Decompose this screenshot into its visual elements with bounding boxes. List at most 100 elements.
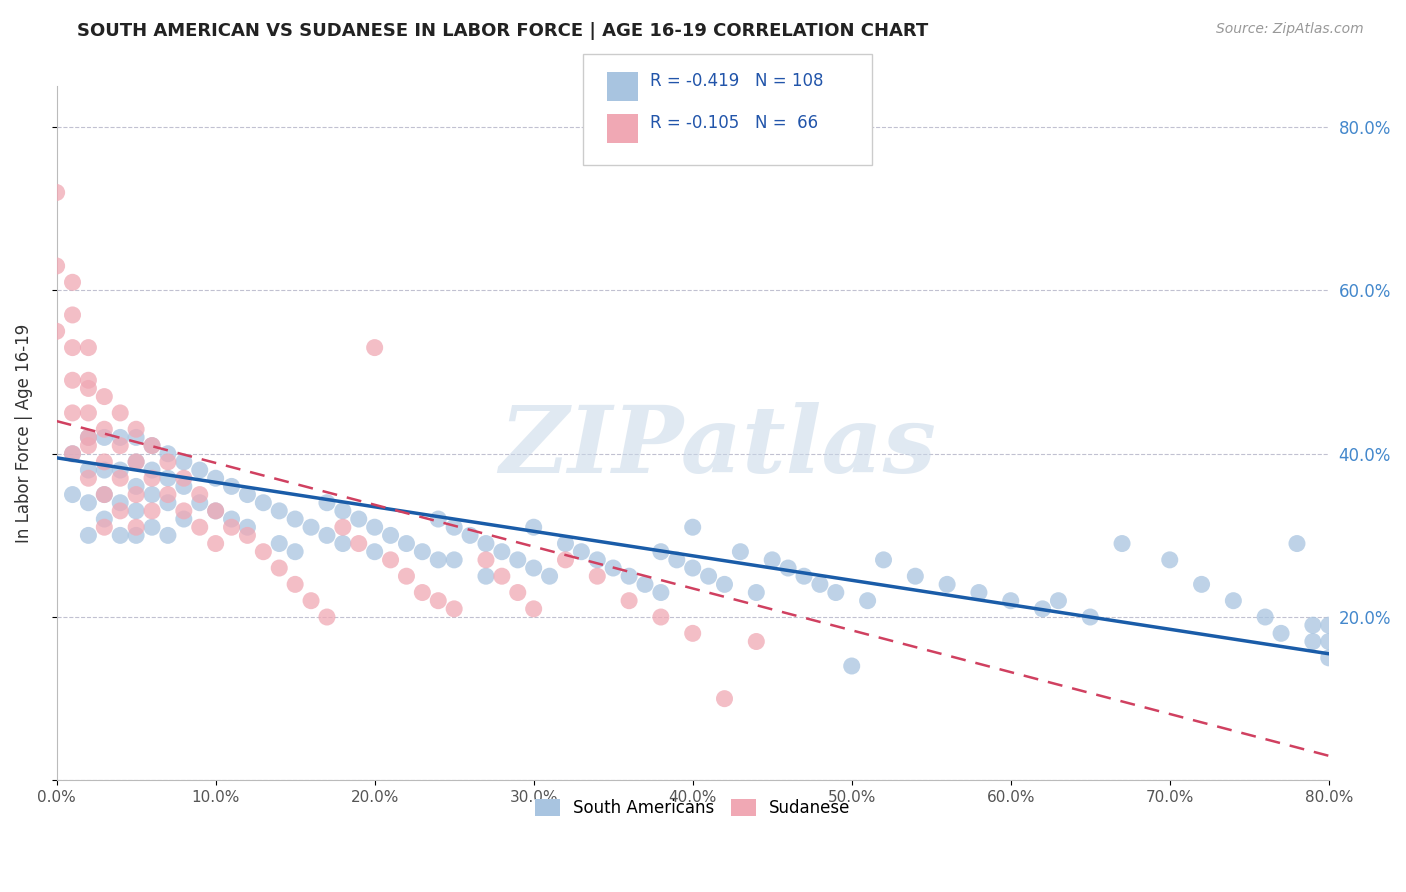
Point	[475, 536, 498, 550]
Point	[45, 186, 67, 200]
Point	[936, 577, 959, 591]
Point	[269, 504, 291, 518]
Point	[141, 463, 163, 477]
Point	[141, 439, 163, 453]
Point	[173, 512, 195, 526]
Point	[1047, 593, 1070, 607]
Point	[204, 504, 226, 518]
Point	[62, 308, 84, 322]
Point	[284, 512, 307, 526]
Point	[1254, 610, 1277, 624]
Point	[221, 479, 243, 493]
Point	[650, 545, 672, 559]
Point	[93, 455, 115, 469]
Point	[491, 569, 513, 583]
Point	[110, 471, 132, 485]
Point	[697, 569, 720, 583]
Point	[1191, 577, 1213, 591]
Point	[745, 585, 768, 599]
Point	[77, 463, 100, 477]
Point	[252, 545, 274, 559]
Point	[125, 430, 148, 444]
Point	[363, 341, 385, 355]
Point	[156, 447, 179, 461]
Point	[110, 439, 132, 453]
Point	[1317, 634, 1340, 648]
Point	[617, 569, 640, 583]
Point	[458, 528, 481, 542]
Point	[682, 561, 704, 575]
Point	[1302, 618, 1324, 632]
Point	[347, 536, 370, 550]
Point	[443, 553, 465, 567]
Point	[617, 593, 640, 607]
Point	[269, 536, 291, 550]
Point	[523, 602, 546, 616]
Point	[506, 553, 529, 567]
Point	[1285, 536, 1308, 550]
Point	[125, 520, 148, 534]
Point	[1270, 626, 1292, 640]
Point	[93, 520, 115, 534]
Point	[363, 545, 385, 559]
Point	[411, 585, 433, 599]
Point	[221, 512, 243, 526]
Point	[141, 471, 163, 485]
Point	[141, 487, 163, 501]
Point	[110, 528, 132, 542]
Point	[808, 577, 831, 591]
Point	[523, 520, 546, 534]
Point	[93, 422, 115, 436]
Point	[793, 569, 815, 583]
Point	[77, 430, 100, 444]
Point	[141, 520, 163, 534]
Point	[841, 659, 863, 673]
Point	[1111, 536, 1133, 550]
Point	[77, 471, 100, 485]
Point	[602, 561, 624, 575]
Point	[45, 259, 67, 273]
Point	[316, 528, 339, 542]
Point	[682, 520, 704, 534]
Point	[475, 553, 498, 567]
Point	[188, 496, 211, 510]
Point	[427, 553, 450, 567]
Point	[634, 577, 657, 591]
Point	[204, 504, 226, 518]
Point	[110, 504, 132, 518]
Point	[761, 553, 783, 567]
Point	[1317, 618, 1340, 632]
Point	[1222, 593, 1244, 607]
Point	[125, 487, 148, 501]
Point	[173, 455, 195, 469]
Point	[125, 504, 148, 518]
Legend: South Americans, Sudanese: South Americans, Sudanese	[529, 792, 858, 824]
Point	[332, 504, 354, 518]
Point	[380, 553, 402, 567]
Point	[363, 520, 385, 534]
Point	[411, 545, 433, 559]
Point	[299, 593, 322, 607]
Point	[62, 447, 84, 461]
Point	[554, 553, 576, 567]
Point	[62, 487, 84, 501]
Point	[62, 447, 84, 461]
Point	[62, 275, 84, 289]
Point	[204, 536, 226, 550]
Point	[93, 487, 115, 501]
Text: Source: ZipAtlas.com: Source: ZipAtlas.com	[1216, 22, 1364, 37]
Point	[236, 487, 259, 501]
Point	[443, 520, 465, 534]
Point	[713, 577, 735, 591]
Point	[93, 430, 115, 444]
Point	[682, 626, 704, 640]
Point	[586, 553, 609, 567]
Point	[332, 536, 354, 550]
Point	[1078, 610, 1101, 624]
Point	[221, 520, 243, 534]
Point	[93, 512, 115, 526]
Point	[62, 341, 84, 355]
Point	[77, 528, 100, 542]
Point	[856, 593, 879, 607]
Point	[62, 373, 84, 387]
